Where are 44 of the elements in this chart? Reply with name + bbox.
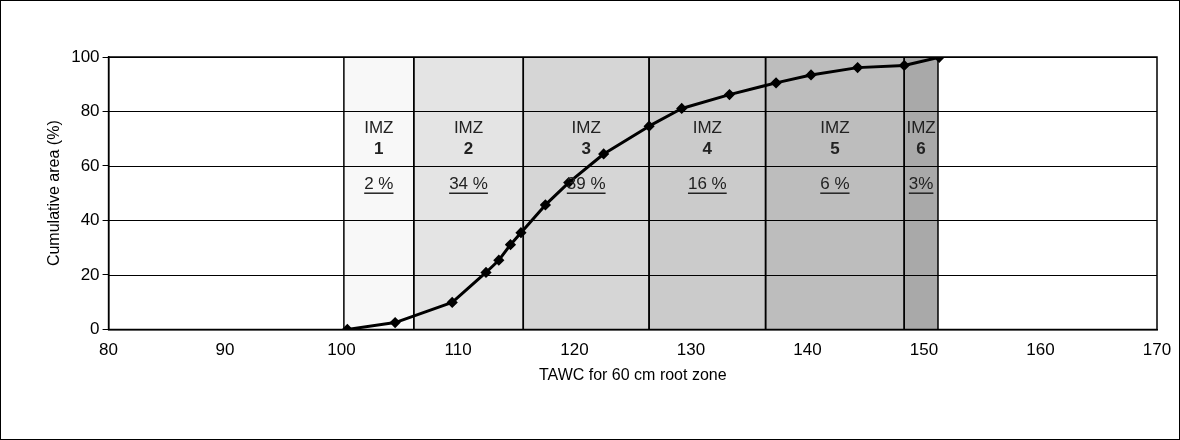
annotation: 6 %	[820, 174, 850, 194]
y-tick-label: 80	[80, 101, 100, 121]
band-label: IMZ 2	[453, 118, 484, 158]
annotation: 2 %	[364, 174, 394, 194]
point	[676, 103, 687, 114]
point	[899, 60, 910, 71]
x-tick-label: 150	[909, 340, 939, 360]
band-label: IMZ 5	[820, 118, 850, 158]
band-label: IMZ 1	[364, 118, 394, 158]
point	[724, 89, 735, 100]
x-axis-title: TAWC for 60 cm root zone	[538, 365, 727, 383]
y-tick-label: 20	[80, 264, 100, 284]
band-label: IMZ 6	[906, 118, 936, 158]
point	[806, 69, 817, 80]
x-tick-label: 160	[1026, 340, 1055, 360]
x-tick-label: 80	[99, 340, 119, 360]
x-tick-label: 100	[327, 340, 356, 360]
band-label: IMZ 3	[571, 118, 601, 158]
point	[505, 239, 516, 250]
annotation: 34 %	[449, 174, 488, 194]
point	[515, 227, 526, 238]
y-tick-label: 100	[71, 46, 100, 66]
x-tick-label: 120	[560, 340, 589, 360]
point	[447, 297, 458, 308]
x-tick-label: 140	[793, 340, 822, 360]
y-axis-title: Cumulative area (%)	[45, 120, 63, 267]
point	[644, 121, 655, 132]
x-tick-label: 170	[1142, 340, 1172, 360]
point	[390, 317, 401, 328]
annotation: 3%	[908, 174, 934, 194]
x-tick-label: 130	[676, 340, 706, 360]
band-label: IMZ 4	[692, 118, 722, 158]
point	[481, 267, 491, 278]
point	[493, 255, 504, 266]
y-tick-label: 0	[90, 319, 100, 339]
point	[852, 62, 863, 73]
x-tick-label: 110	[444, 340, 472, 360]
y-tick-label: 60	[80, 155, 100, 175]
point	[598, 148, 609, 159]
point	[540, 199, 551, 210]
annotation: 16 %	[687, 174, 727, 194]
x-tick-label: 90	[215, 340, 235, 360]
point	[771, 77, 782, 88]
y-tick-label: 40	[80, 210, 100, 230]
